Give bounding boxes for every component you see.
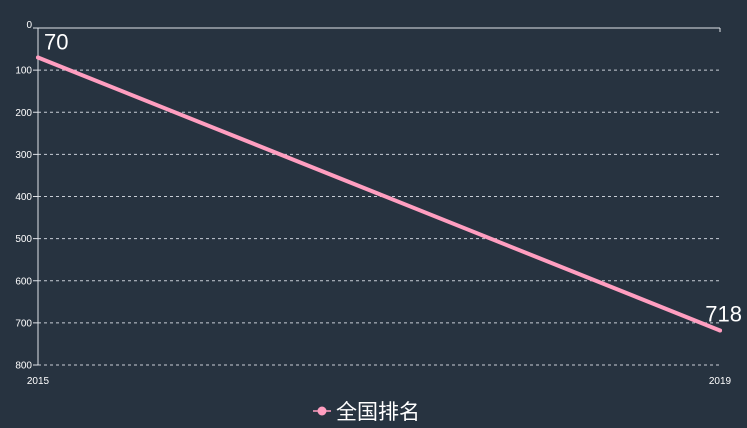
y-tick-label: 300 — [15, 150, 32, 161]
x-tick-label: 2015 — [27, 376, 50, 387]
data-label: 70 — [44, 29, 68, 54]
y-tick-label: 600 — [15, 276, 32, 287]
y-tick-label: 800 — [15, 361, 32, 372]
series-line — [36, 55, 722, 333]
legend-marker-icon — [317, 406, 327, 416]
legend-label: 全国排名 — [336, 400, 420, 424]
data-point — [718, 328, 722, 333]
y-tick-label: 200 — [15, 108, 32, 119]
x-tick-label: 2019 — [709, 376, 732, 387]
data-point — [36, 55, 40, 60]
y-tick-label: 500 — [15, 234, 32, 245]
y-tick-label: 700 — [15, 318, 32, 329]
y-tick-label: 0 — [26, 20, 32, 31]
data-label: 718 — [705, 301, 742, 326]
y-tick-label: 100 — [15, 66, 32, 77]
y-tick-label: 400 — [15, 192, 32, 203]
